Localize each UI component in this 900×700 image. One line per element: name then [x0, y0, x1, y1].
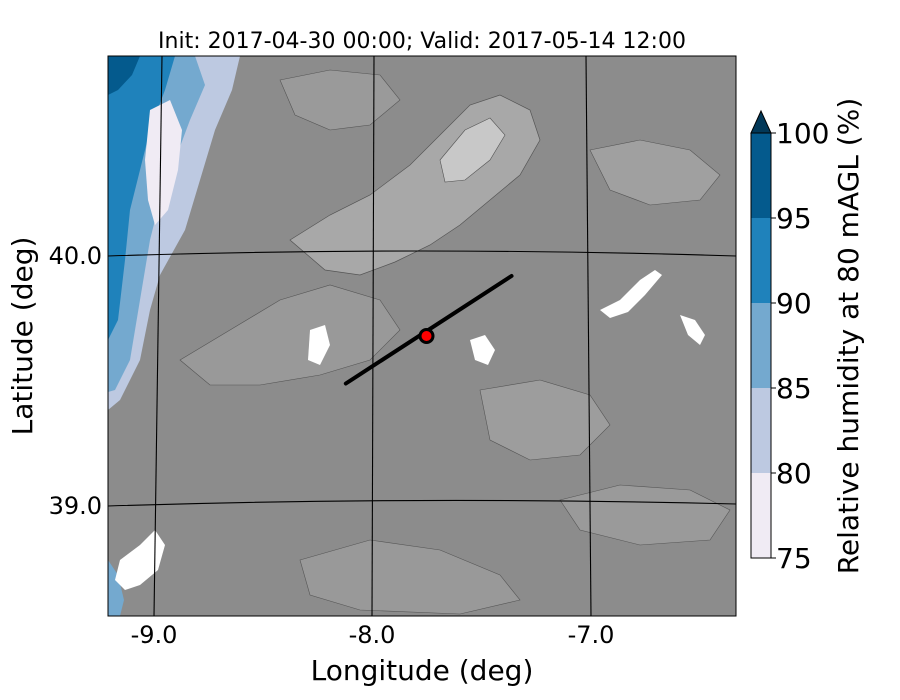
- map-frame: [107, 55, 737, 617]
- white-patch-east: [470, 335, 495, 365]
- colorbar-tick-label: 80: [776, 457, 812, 490]
- white-patch-reservoir: [308, 325, 330, 365]
- x-axis-label: Longitude (deg): [311, 654, 534, 687]
- site-marker: [418, 328, 435, 344]
- coastal-sliver: [108, 560, 124, 616]
- rh-band-90: [108, 56, 175, 340]
- x-tick-label: -7.0: [568, 621, 615, 649]
- white-patch-sw: [115, 530, 165, 590]
- colorbar-tick-label: 100: [776, 117, 829, 150]
- colorbar-segment: [751, 473, 771, 558]
- colorbar-segment: [751, 133, 771, 218]
- colorbar-tick-label: 90: [776, 287, 812, 320]
- colorbar-tick-label: 75: [776, 542, 812, 575]
- map-title: Init: 2017-04-30 00:00; Valid: 2017-05-1…: [158, 29, 686, 54]
- x-tick-label: -9.0: [131, 621, 178, 649]
- rh-band-95: [108, 56, 140, 95]
- y-axis-label: Latitude (deg): [6, 237, 39, 436]
- rh-band-low: [145, 100, 182, 225]
- meridian--8: [371, 56, 375, 616]
- terrain-south-hills: [299, 539, 521, 615]
- terrain-ridge-peak: [439, 117, 506, 183]
- terrain-hills-nw: [279, 69, 401, 131]
- white-patch-river: [600, 270, 662, 318]
- colorbar: 75 80 85 90 95 100: [750, 109, 829, 575]
- white-patch-river-2: [680, 315, 705, 345]
- colorbar-segment: [751, 388, 771, 473]
- parallel-40: [108, 250, 736, 257]
- colorbar-frame: [750, 132, 772, 559]
- x-tick-label: -8.0: [349, 621, 396, 649]
- colorbar-tick-label: 85: [776, 372, 812, 405]
- terrain-central-hills: [479, 379, 611, 461]
- y-tick-label: 39.0: [49, 492, 102, 520]
- graticule: [108, 56, 736, 616]
- colorbar-label: Relative humidity at 80 mAGL (%): [832, 98, 865, 575]
- colorbar-segment: [751, 218, 771, 303]
- map-panel: [108, 56, 736, 616]
- colorbar-tick-label: 95: [776, 202, 812, 235]
- colorbar-segment: [751, 303, 771, 388]
- colorbar-extend-arrow: [750, 109, 772, 134]
- terrain-valley: [179, 284, 401, 386]
- meridian--7: [585, 56, 592, 616]
- parallel-39: [108, 499, 736, 507]
- y-tick-label: 40.0: [49, 242, 102, 270]
- terrain-ne: [589, 139, 721, 206]
- meridian--9: [153, 56, 163, 616]
